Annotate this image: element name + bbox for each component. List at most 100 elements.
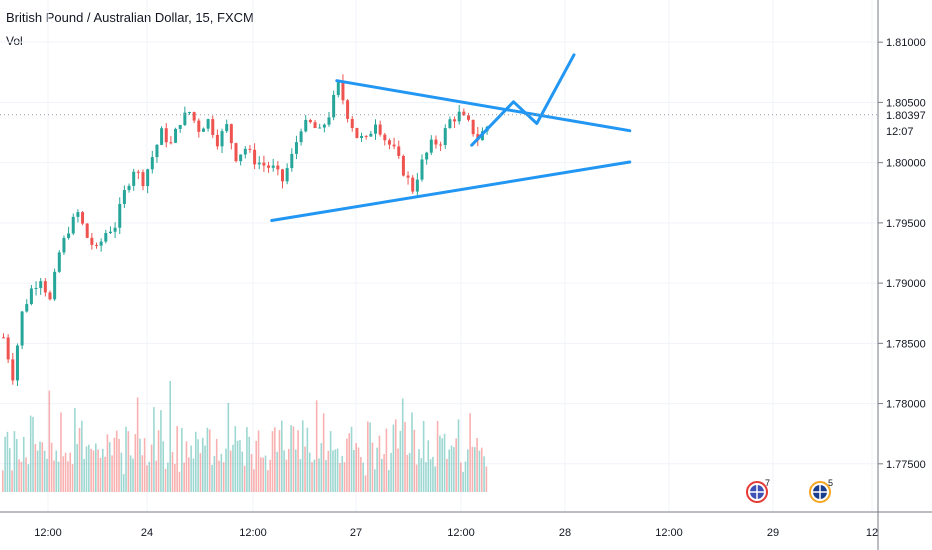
volume-bar (297, 430, 299, 492)
volume-bar (411, 412, 413, 492)
volume-bar (457, 419, 460, 492)
volume-bar (132, 458, 134, 492)
x-tick-label: 12:00 (655, 527, 683, 539)
volume-bar (160, 410, 162, 492)
candle-body (155, 144, 159, 158)
volume-bar (248, 436, 251, 492)
candle-body (6, 337, 10, 360)
candle-body (118, 203, 122, 228)
volume-bar (178, 471, 181, 492)
volume-bar (90, 448, 92, 492)
volume-bar (69, 452, 72, 492)
volume-bar (250, 453, 253, 492)
x-tick-label: 12:00 (34, 527, 62, 539)
candle-body (53, 271, 57, 300)
candle-body (2, 337, 5, 339)
candle-body (429, 139, 433, 153)
candle-body (225, 124, 229, 132)
volume-bar (353, 449, 355, 492)
volume-bar (104, 456, 106, 492)
candle-body (67, 233, 71, 238)
volume-bar (92, 450, 95, 492)
candle-body (29, 288, 33, 305)
candle-body (248, 148, 252, 150)
volume-bar (125, 426, 127, 492)
volume-bar (148, 461, 151, 492)
projection-path[interactable] (470, 53, 576, 147)
volume-indicator-label[interactable]: Vol (6, 34, 23, 48)
y-tick-label: 1.79000 (886, 278, 926, 290)
candle-body (188, 112, 191, 114)
volume-bar (471, 446, 474, 492)
candle-body (471, 119, 475, 135)
event-count: 7 (765, 478, 770, 488)
volume-bar (183, 462, 185, 492)
volume-bar (371, 442, 374, 492)
lower-trendline[interactable] (270, 160, 632, 222)
volume-bar (53, 460, 55, 492)
volume-bar (164, 468, 167, 492)
candle-body (71, 216, 75, 234)
candle-body (85, 223, 89, 238)
volume-bar (83, 458, 85, 492)
economic-event-uk-icon[interactable]: 5 (809, 478, 833, 503)
volume-bar (67, 461, 69, 492)
candle-body (95, 244, 98, 246)
volume-bar (71, 464, 74, 492)
volume-bar (146, 465, 148, 492)
volume-bar (220, 453, 223, 492)
volume-bar (85, 446, 88, 492)
volume-bar (4, 436, 6, 492)
candle-body (113, 227, 117, 232)
candle-body (434, 139, 438, 145)
candle-body (253, 149, 257, 165)
volume-bar (427, 440, 430, 492)
volume-bar (415, 464, 418, 492)
volume-bar (413, 429, 416, 492)
candle-body (43, 281, 47, 293)
volume-bar (181, 427, 183, 492)
candles (2, 74, 489, 387)
y-tick-label: 1.80500 (886, 97, 926, 109)
volume-bar (292, 426, 295, 492)
volume-bar (383, 454, 385, 492)
candle-body (183, 112, 187, 126)
volume-bar (194, 431, 197, 492)
candle-body (239, 154, 243, 162)
volume-bar (13, 431, 16, 492)
volume-bar (129, 455, 132, 492)
time-axis[interactable]: 12:00 24 12:00 27 12:00 28 12:00 29 12 (0, 511, 932, 539)
economic-event-us-icon[interactable]: 7 (746, 478, 770, 503)
volume-bar (380, 458, 383, 492)
drawn-trendlines[interactable] (270, 53, 632, 222)
volume-bar (122, 474, 125, 492)
candle-body (132, 171, 136, 186)
candle-body (136, 171, 140, 173)
candle-body (215, 134, 219, 147)
volume-bar (285, 459, 288, 492)
candle-body (318, 127, 322, 129)
volume-bar (476, 437, 478, 492)
volume-bar (262, 457, 264, 492)
volume-bar (255, 440, 258, 492)
candle-body (229, 124, 233, 144)
volume-bar (34, 444, 37, 492)
volume-bar (478, 450, 481, 492)
candle-body (267, 165, 271, 168)
volume-bar (325, 459, 327, 492)
volume-bar (420, 458, 423, 492)
x-tick-label: 12:00 (239, 527, 267, 539)
volume-bar (332, 450, 334, 492)
candle-body (262, 162, 266, 166)
volume-bar (357, 447, 360, 492)
candle-body (201, 128, 205, 132)
volume-bar (306, 427, 309, 492)
volume-bar (374, 469, 376, 492)
volume-bar (88, 444, 90, 492)
upper-trendline[interactable] (335, 79, 632, 133)
y-tick-label: 1.81000 (886, 37, 926, 49)
volume-bar (232, 444, 234, 492)
